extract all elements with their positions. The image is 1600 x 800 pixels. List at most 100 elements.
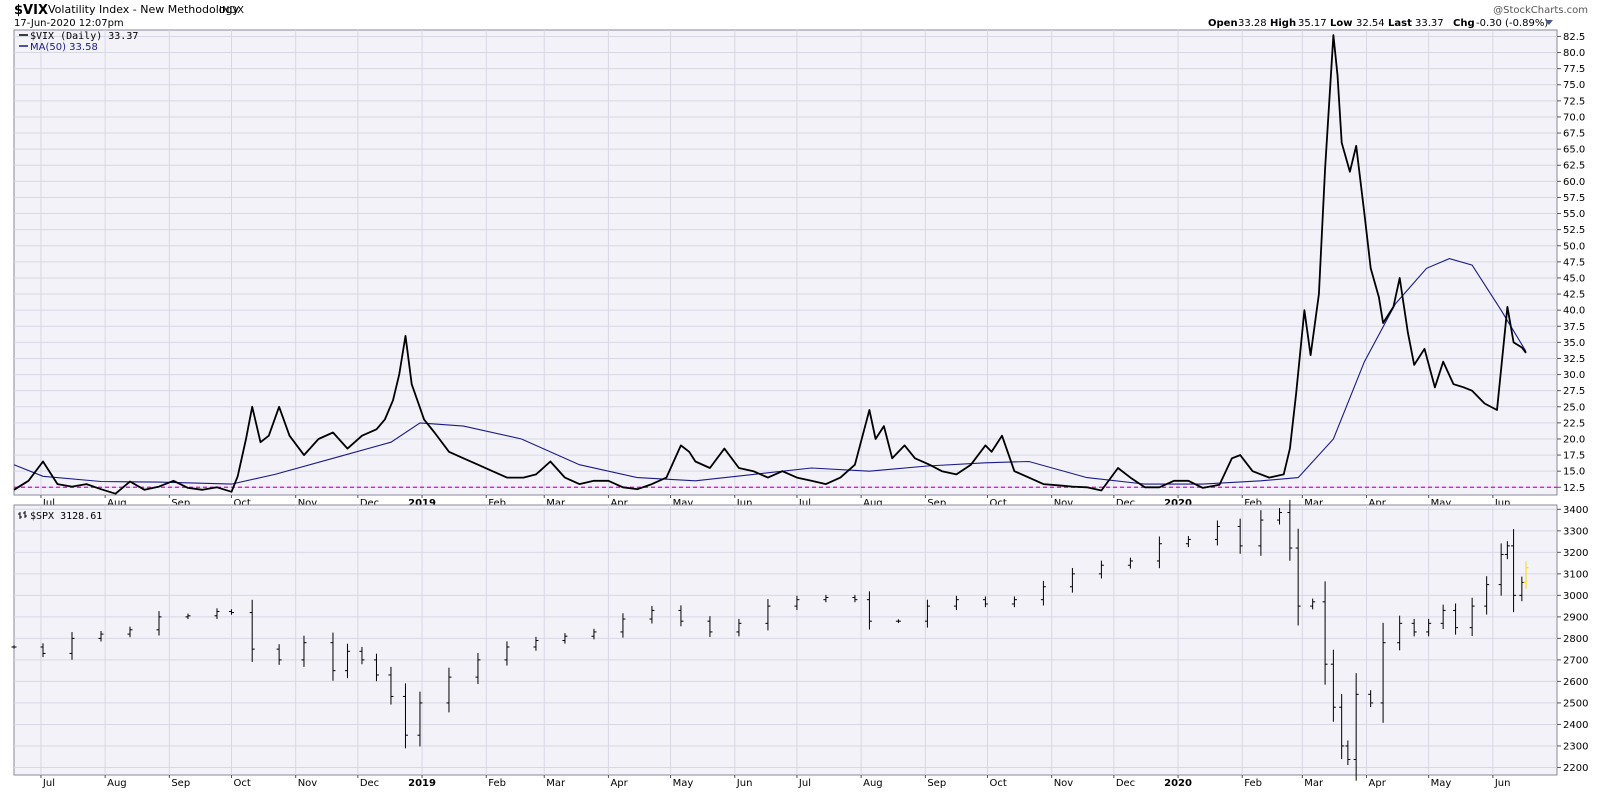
- y-tick-label: 70.0: [1563, 112, 1585, 123]
- spx-legend: $SPX 3128.61: [18, 511, 102, 522]
- x-tick-label: Nov: [298, 778, 318, 789]
- ohlc-bar: [1069, 567, 1075, 593]
- ohlc-bar: [678, 605, 684, 627]
- ohlc-bar: [1156, 536, 1162, 569]
- y-tick-label: 22.5: [1563, 418, 1585, 429]
- y-tick-label: 2400: [1563, 720, 1588, 731]
- ohlc-bar: [953, 595, 959, 610]
- ohlc-bar: [1469, 597, 1475, 636]
- y-tick-label: 45.0: [1563, 273, 1585, 284]
- ohlc-bar: [1411, 618, 1417, 637]
- y-tick-label: 15.0: [1563, 467, 1585, 478]
- y-tick-label: 2700: [1563, 655, 1588, 666]
- y-tick-label: 47.5: [1563, 257, 1585, 268]
- price-summary: Open 33.28 High 35.17 Low 32.54 Last 33.…: [1208, 18, 1553, 29]
- ohlc-bar: [330, 632, 336, 681]
- x-tick-label: Apr: [610, 778, 628, 789]
- low-label: Low: [1330, 18, 1352, 29]
- ohlc-bar: [1380, 622, 1386, 723]
- ohlc-bar: [1127, 557, 1133, 569]
- ohlc-bar: [1523, 561, 1529, 589]
- x-tick-label: Mar: [546, 498, 566, 509]
- chart-exchange: INDX: [219, 5, 244, 16]
- y-tick-label: 3400: [1563, 505, 1588, 516]
- vix-panel-frame: [13, 29, 1558, 496]
- ohlc-bar: [1484, 576, 1490, 615]
- x-tick-label: Mar: [1304, 498, 1324, 509]
- y-tick-label: 35.0: [1563, 338, 1585, 349]
- y-tick-label: 52.5: [1563, 225, 1585, 236]
- ohlc-bar: [127, 626, 133, 638]
- ma-legend-label: MA(50) 33.58: [30, 42, 98, 53]
- y-tick-label: 20.0: [1563, 434, 1585, 445]
- ohlc-bar: [1040, 580, 1046, 606]
- x-tick-label: May: [1431, 778, 1452, 789]
- y-tick-label: 40.0: [1563, 306, 1585, 317]
- y-tick-label: 2600: [1563, 677, 1588, 688]
- ohlc-bar: [1440, 604, 1446, 630]
- ohlc-bar: [1277, 508, 1283, 525]
- y-tick-label: 30.0: [1563, 370, 1585, 381]
- y-tick-label: 17.5: [1563, 451, 1585, 462]
- ohlc-bar: [1353, 673, 1359, 781]
- x-tick-label: Aug: [107, 498, 127, 509]
- stockcharts-credit: @StockCharts.com: [1493, 5, 1588, 16]
- vix-legend: $VIX (Daily) 33.37 MA(50) 33.58: [19, 31, 138, 53]
- ohlc-bar: [1498, 543, 1504, 596]
- ohlc-bar: [1453, 603, 1459, 635]
- x-tick-label: Jul: [42, 498, 55, 509]
- ohlc-bar: [1330, 649, 1336, 722]
- x-tick-label: May: [673, 778, 694, 789]
- y-tick-label: 12.5: [1563, 483, 1585, 494]
- ohlc-bar: [1397, 615, 1403, 651]
- x-tick-label: May: [673, 498, 694, 509]
- x-tick-label: Mar: [1304, 778, 1324, 789]
- spx-panel: 2200 2300 2400 2500 2600 2700 2800 2900 3000 3100…: [11, 499, 1588, 789]
- ohlc-bar: [98, 630, 104, 642]
- y-tick-label: 57.5: [1563, 193, 1585, 204]
- x-tick-label: Jun: [736, 778, 753, 789]
- spx-legend-label: $SPX 3128.61: [30, 511, 102, 522]
- x-tick-label: Apr: [1369, 498, 1387, 509]
- ohlc-bar: [301, 635, 307, 667]
- low-value: 32.54: [1356, 18, 1385, 29]
- last-label: Last: [1388, 18, 1412, 29]
- x-tick-label: Nov: [1054, 778, 1074, 789]
- ohlc-bar: [185, 613, 191, 620]
- chart-symbol: $VIX: [14, 3, 48, 18]
- ohlc-bar: [1237, 518, 1243, 554]
- x-tick-label: Sep: [927, 498, 946, 509]
- y-tick-label: 65.0: [1563, 145, 1585, 156]
- ohlc-bar: [1214, 520, 1220, 546]
- high-value: 35.17: [1298, 18, 1327, 29]
- chevron-down-icon[interactable]: [1545, 20, 1553, 25]
- ohlc-bar: [765, 599, 771, 631]
- y-tick-label: 72.5: [1563, 96, 1585, 107]
- y-tick-label: 2200: [1563, 763, 1588, 774]
- ohlc-bars-icon: [18, 511, 27, 519]
- y-tick-label: 60.0: [1563, 177, 1585, 188]
- chart-datetime: 17-Jun-2020 12:07pm: [14, 18, 124, 29]
- x-tick-label: Dec: [360, 498, 379, 509]
- ohlc-bar: [736, 618, 742, 637]
- ohlc-bar: [11, 645, 17, 649]
- x-tick-label: Oct: [233, 778, 250, 789]
- x-tick-label: 2019: [408, 778, 436, 789]
- y-tick-label: 27.5: [1563, 386, 1585, 397]
- y-tick-label: 3000: [1563, 591, 1588, 602]
- ohlc-bar: [359, 646, 365, 665]
- ohlc-bar: [1295, 528, 1301, 626]
- x-tick-label: Feb: [1244, 778, 1262, 789]
- ohlc-bar: [1339, 694, 1345, 760]
- open-value: 33.28: [1238, 18, 1267, 29]
- y-tick-label: 2900: [1563, 612, 1588, 623]
- y-tick-label: 55.0: [1563, 209, 1585, 220]
- ohlc-bar: [344, 643, 350, 679]
- vix-legend-label: $VIX (Daily) 33.37: [30, 31, 138, 42]
- ohlc-bar: [1322, 581, 1328, 685]
- y-tick-label: 82.5: [1563, 32, 1585, 43]
- x-tick-label: Apr: [1369, 778, 1387, 789]
- ohlc-bar: [1258, 510, 1264, 556]
- x-tick-label: Jun: [1494, 498, 1511, 509]
